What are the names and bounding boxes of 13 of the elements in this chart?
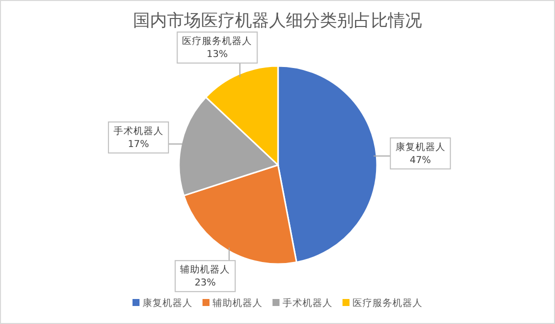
slice-label: 康复机器人 [395, 140, 446, 153]
data-label: 17% [128, 138, 150, 150]
legend-label: 康复机器人 [142, 297, 192, 309]
legend-label: 手术机器人 [282, 297, 332, 309]
legend-label: 医疗服务机器人 [352, 297, 422, 309]
slice-label: 手术机器人 [113, 124, 164, 137]
data-label: 23% [194, 278, 216, 289]
data-label: 13% [206, 49, 228, 60]
chart-title: 国内市场医疗机器人细分类别占比情况 [133, 11, 422, 31]
data-label: 47% [410, 154, 431, 166]
slice-label: 医疗服务机器人 [182, 35, 252, 48]
legend-label: 辅助机器人 [212, 297, 262, 309]
slice-label: 辅助机器人 [180, 264, 230, 276]
